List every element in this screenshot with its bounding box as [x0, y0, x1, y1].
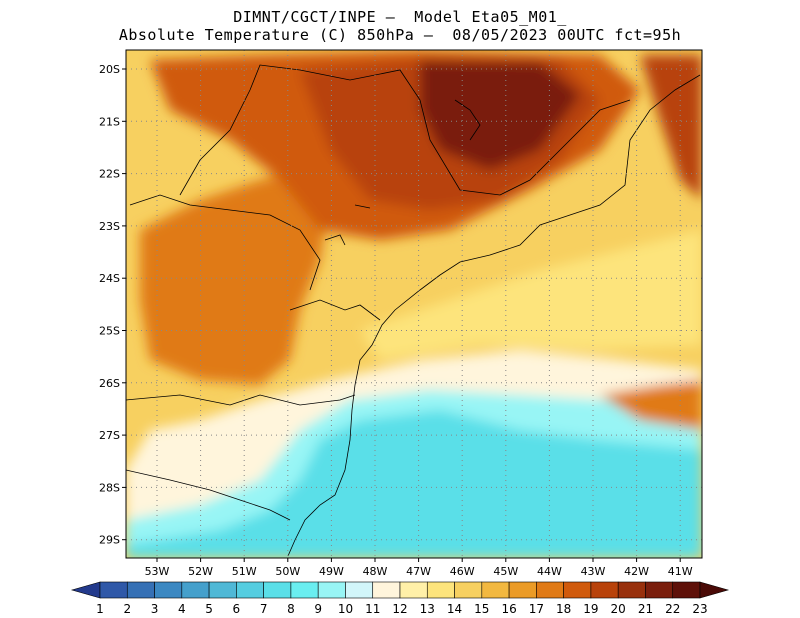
- temperature-field: [126, 50, 702, 558]
- lat-label: 28S: [99, 481, 120, 494]
- colorbar-swatch: [99, 581, 128, 599]
- state-border-4: [129, 194, 321, 291]
- title-line-1: DIMNT/CGCT/INPE – Model Eta05_M01_: [233, 8, 567, 26]
- colorbar-label: 2: [123, 602, 131, 616]
- colorbar-swatch: [399, 581, 428, 599]
- lon-label: 47W: [406, 565, 431, 578]
- colorbar-label: 18: [556, 602, 571, 616]
- colorbar-label: 9: [314, 602, 322, 616]
- colorbar-swatch: [563, 581, 592, 599]
- colorbar-label: 23: [692, 602, 707, 616]
- lat-label: 23S: [99, 220, 120, 233]
- colorbar-label: 16: [501, 602, 516, 616]
- lat-label: 26S: [99, 377, 120, 390]
- colorbar-label: 6: [233, 602, 241, 616]
- lat-label: 21S: [99, 115, 120, 128]
- colorbar-swatch: [181, 581, 210, 599]
- zone-very-hot-core: [420, 60, 580, 170]
- colorbar-swatch: [536, 581, 564, 599]
- colorbar-label: 13: [420, 602, 435, 616]
- zone-mild-warm: [140, 170, 330, 385]
- title-line-2: Absolute Temperature (C) 850hPa – 08/05/…: [118, 26, 682, 44]
- colorbar-swatch: [508, 581, 537, 599]
- colorbar-label: 7: [260, 602, 268, 616]
- lat-label: 25S: [99, 325, 120, 338]
- colorbar-swatch: [672, 581, 701, 599]
- state-border-2: [126, 469, 291, 521]
- state-border-5: [179, 64, 631, 196]
- colorbar-swatch: [236, 581, 264, 599]
- lon-label: 51W: [232, 565, 257, 578]
- colorbar-label: 1: [96, 602, 104, 616]
- lon-label: 44W: [537, 565, 562, 578]
- zone-warm-southeast: [600, 380, 702, 430]
- colorbar-label: 21: [638, 602, 653, 616]
- colorbar-swatch: [645, 581, 674, 599]
- colorbar-label: 4: [178, 602, 186, 616]
- colorbar-swatch: [481, 581, 510, 599]
- zone-hot-east: [640, 55, 702, 200]
- colorbar-swatch: [208, 581, 237, 599]
- map-frame: [125, 49, 703, 559]
- lon-label: 43W: [581, 565, 606, 578]
- lat-label: 20S: [99, 63, 120, 76]
- state-border-3: [289, 299, 381, 321]
- graticule: [126, 50, 702, 558]
- colorbar-swatch: [154, 581, 183, 599]
- colorbar-label: 15: [474, 602, 489, 616]
- latitude-axis: 20S 21S 22S 23S 24S 25S 26S 27S 28S 29S: [99, 63, 126, 547]
- colorbar-swatch: [454, 581, 483, 599]
- lon-label: 46W: [450, 565, 475, 578]
- state-border-1: [126, 394, 356, 406]
- coastline: [287, 74, 701, 557]
- colorbar-label: 3: [151, 602, 159, 616]
- lon-label: 53W: [145, 565, 170, 578]
- lon-label: 42W: [624, 565, 649, 578]
- colorbar-swatch: [426, 581, 455, 599]
- colorbar-label: 5: [205, 602, 213, 616]
- lat-label: 24S: [99, 272, 120, 285]
- lon-label: 50W: [275, 565, 300, 578]
- colorbar-swatch: [317, 581, 346, 599]
- colorbar-label: 20: [611, 602, 626, 616]
- colorbar-over-arrow: [699, 581, 730, 599]
- lat-label: 27S: [99, 429, 120, 442]
- colorbar: 1 2 3 4 5 6 7 8 9 10 11 12 13 14 15 16 17 18 19 20 21 22 23: [70, 581, 730, 616]
- colorbar-swatch: [263, 581, 292, 599]
- lon-label: 48W: [363, 565, 388, 578]
- lat-label: 22S: [99, 168, 120, 181]
- colorbar-label: 22: [665, 602, 680, 616]
- lon-label: 49W: [319, 565, 344, 578]
- coastline-and-borders: [126, 64, 701, 557]
- colorbar-swatch: [617, 581, 646, 599]
- zone-cool-mild: [360, 230, 702, 360]
- colorbar-under-arrow: [70, 581, 101, 599]
- colorbar-swatch: [126, 581, 155, 599]
- colorbar-label: 17: [529, 602, 544, 616]
- colorbar-swatch: [345, 581, 374, 599]
- lon-label: 41W: [668, 565, 693, 578]
- colorbar-label: 19: [583, 602, 598, 616]
- colorbar-label: 10: [338, 602, 353, 616]
- colorbar-label: 12: [392, 602, 407, 616]
- lon-label: 45W: [493, 565, 518, 578]
- zone-colder: [126, 410, 702, 558]
- colorbar-swatch: [372, 581, 401, 599]
- longitude-axis: 53W 52W 51W 50W 49W 48W 47W 46W 45W 44W 43W 42W 41W: [145, 558, 693, 578]
- lon-label: 52W: [188, 565, 213, 578]
- colorbar-label: 8: [287, 602, 295, 616]
- colorbar-swatch: [590, 581, 619, 599]
- colorbar-label: 14: [447, 602, 462, 616]
- colorbar-label: 11: [365, 602, 380, 616]
- lat-label: 29S: [99, 534, 120, 547]
- colorbar-swatch: [290, 581, 319, 599]
